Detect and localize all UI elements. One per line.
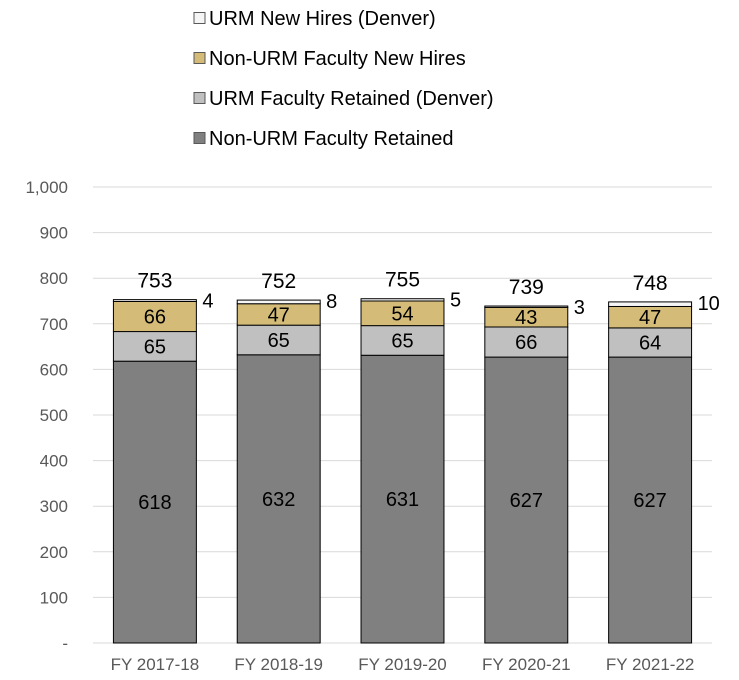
data-label-urm-new-hires-denver: 4 bbox=[202, 291, 213, 313]
x-tick-label: FY 2017-18 bbox=[111, 655, 200, 674]
bar-segment-urm-new-hires-denver bbox=[484, 305, 569, 308]
bar-segment-non-urm-faculty-new-hires bbox=[360, 300, 445, 327]
bar-segment-non-urm-faculty-new-hires bbox=[112, 300, 197, 333]
legend-item-urm-faculty-retained-denver: URM Faculty Retained (Denver) bbox=[193, 88, 494, 110]
total-label: 748 bbox=[633, 272, 668, 295]
x-tick-label: FY 2018-19 bbox=[234, 655, 323, 674]
y-tick-label: 600 bbox=[40, 360, 68, 379]
bar-fy-2019-20 bbox=[360, 298, 445, 644]
total-label: 755 bbox=[385, 269, 420, 292]
bar-segment-non-urm-faculty-retained bbox=[236, 354, 321, 644]
bar-segment-urm-faculty-retained-denver bbox=[608, 327, 693, 358]
data-label-non-urm-faculty-new-hires: 47 bbox=[268, 304, 290, 326]
bar-fy-2017-18 bbox=[112, 299, 197, 644]
bar-segment-urm-new-hires-denver bbox=[112, 299, 197, 302]
data-label-non-urm-faculty-retained: 632 bbox=[262, 489, 295, 511]
y-tick-label: 800 bbox=[40, 269, 68, 288]
y-tick-label: 200 bbox=[40, 543, 68, 562]
data-label-non-urm-faculty-retained: 618 bbox=[138, 492, 171, 514]
data-label-non-urm-faculty-retained: 627 bbox=[633, 490, 666, 512]
bar-segment-urm-new-hires-denver bbox=[608, 301, 693, 307]
data-label-non-urm-faculty-retained: 627 bbox=[510, 490, 543, 512]
y-tick-label: 300 bbox=[40, 497, 68, 516]
bar-fy-2021-22 bbox=[608, 301, 693, 644]
y-tick-label: 700 bbox=[40, 315, 68, 334]
legend-item-non-urm-faculty-new-hires: Non-URM Faculty New Hires bbox=[193, 48, 466, 70]
data-label-non-urm-faculty-new-hires: 66 bbox=[144, 307, 166, 329]
bar-segment-urm-faculty-retained-denver bbox=[112, 331, 197, 362]
total-label: 753 bbox=[137, 270, 172, 293]
bars bbox=[112, 298, 693, 644]
data-label-urm-faculty-retained-denver: 65 bbox=[144, 336, 166, 358]
data-label-urm-new-hires-denver: 8 bbox=[326, 291, 337, 313]
legend-item-urm-new-hires-denver: URM New Hires (Denver) bbox=[193, 8, 436, 30]
bar-segment-urm-faculty-retained-denver bbox=[484, 326, 569, 358]
y-tick-label: 400 bbox=[40, 452, 68, 471]
total-label: 739 bbox=[509, 276, 544, 299]
data-label-non-urm-faculty-new-hires: 54 bbox=[391, 303, 413, 325]
bar-segment-non-urm-faculty-retained bbox=[112, 360, 197, 644]
data-label-urm-new-hires-denver: 3 bbox=[574, 297, 585, 319]
data-label-urm-new-hires-denver: 10 bbox=[698, 293, 720, 315]
y-tick-label: 500 bbox=[40, 406, 68, 425]
bar-segment-non-urm-faculty-retained bbox=[360, 354, 445, 644]
data-label-urm-faculty-retained-denver: 65 bbox=[391, 330, 413, 352]
data-label-non-urm-faculty-retained: 631 bbox=[386, 489, 419, 511]
bar-fy-2018-19 bbox=[236, 299, 321, 644]
data-label-urm-faculty-retained-denver: 66 bbox=[515, 332, 537, 354]
legend-swatch bbox=[193, 52, 206, 64]
bar-segment-non-urm-faculty-retained bbox=[608, 356, 693, 644]
data-label-non-urm-faculty-new-hires: 43 bbox=[515, 307, 537, 329]
x-tick-label: FY 2021-22 bbox=[606, 655, 695, 674]
legend-label: Non-URM Faculty New Hires bbox=[209, 48, 466, 70]
y-tick-label: - bbox=[62, 634, 68, 653]
legend-item-non-urm-faculty-retained: Non-URM Faculty Retained bbox=[193, 128, 454, 150]
data-label-urm-new-hires-denver: 5 bbox=[450, 290, 461, 312]
bar-segment-urm-new-hires-denver bbox=[360, 298, 445, 302]
bar-fy-2020-21 bbox=[484, 305, 569, 644]
legend-label: URM New Hires (Denver) bbox=[209, 8, 436, 30]
data-label-urm-faculty-retained-denver: 64 bbox=[639, 332, 661, 354]
y-axis: - 100 200 300 400 500 600 700 800 900 1,000 bbox=[25, 178, 712, 653]
data-label-non-urm-faculty-new-hires: 47 bbox=[639, 307, 661, 329]
y-tick-label: 1,000 bbox=[25, 178, 68, 197]
y-tick-label: 100 bbox=[40, 588, 68, 607]
x-axis: FY 2017-18 FY 2018-19 FY 2019-20 FY 2020-21… bbox=[111, 655, 695, 674]
y-tick-label: 900 bbox=[40, 224, 68, 243]
x-tick-label: FY 2019-20 bbox=[358, 655, 447, 674]
data-labels: 618 65 66 4 753 632 65 47 8 752 631 65 54 5 755 627 66 43… bbox=[137, 269, 719, 514]
bar-segment-urm-faculty-retained-denver bbox=[236, 324, 321, 356]
legend: URM New Hires (Denver) Non-URM Faculty Ne… bbox=[193, 8, 494, 150]
legend-swatch bbox=[193, 132, 206, 144]
legend-label: Non-URM Faculty Retained bbox=[209, 128, 454, 150]
total-label: 752 bbox=[261, 270, 296, 293]
legend-label: URM Faculty Retained (Denver) bbox=[209, 88, 494, 110]
data-label-urm-faculty-retained-denver: 65 bbox=[268, 330, 290, 352]
legend-swatch bbox=[193, 92, 206, 104]
x-tick-label: FY 2020-21 bbox=[482, 655, 571, 674]
legend-swatch bbox=[193, 12, 206, 24]
bar-segment-urm-new-hires-denver bbox=[236, 299, 321, 305]
